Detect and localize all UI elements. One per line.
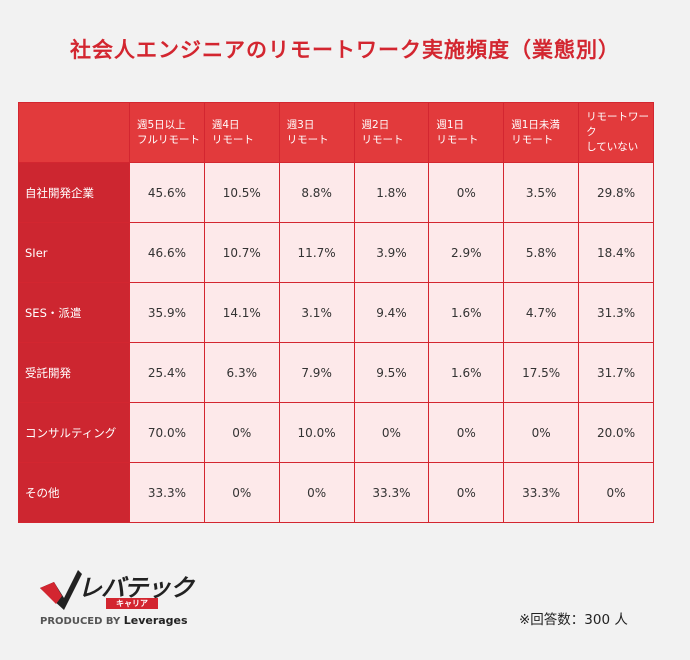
table-cell: 33.3%: [129, 462, 205, 523]
table-cell: 9.4%: [353, 282, 430, 343]
logo-sub: キャリア: [106, 598, 158, 609]
table-cell: 18.4%: [578, 222, 654, 283]
logo-check-icon: [40, 570, 82, 610]
table-cell: 45.6%: [129, 162, 205, 223]
row-label: その他: [18, 462, 130, 523]
table-cell: 9.5%: [353, 342, 430, 403]
table-cell: 0%: [503, 402, 580, 463]
table-cell: 5.8%: [503, 222, 580, 283]
column-header: 週1日未満 リモート: [503, 102, 580, 163]
remote-work-table: 週5日以上 フルリモート 週4日 リモート 週3日 リモート 週2日 リモート …: [18, 102, 654, 523]
table-cell: 31.7%: [578, 342, 654, 403]
table-row: 受託開発 25.4% 6.3% 7.9% 9.5% 1.6% 17.5% 31.…: [18, 342, 654, 403]
table-cell: 0%: [203, 402, 280, 463]
table-row: コンサルティング 70.0% 0% 10.0% 0% 0% 0% 20.0%: [18, 402, 654, 463]
table-cell: 0%: [353, 402, 430, 463]
row-label: SES・派遣: [18, 282, 130, 343]
respondent-note: ※回答数：300 人: [519, 612, 628, 628]
table-cell: 70.0%: [129, 402, 205, 463]
table-cell: 1.8%: [353, 162, 430, 223]
table-cell: 17.5%: [503, 342, 580, 403]
table-cell: 33.3%: [503, 462, 580, 523]
table-cell: 10.0%: [278, 402, 355, 463]
table-cell: 0%: [428, 162, 505, 223]
column-header: 週4日 リモート: [203, 102, 280, 163]
table-cell: 1.6%: [428, 342, 505, 403]
table-cell: 0%: [428, 462, 505, 523]
table-cell: 2.9%: [428, 222, 505, 283]
column-header: 週1日 リモート: [428, 102, 505, 163]
table-cell: 4.7%: [503, 282, 580, 343]
row-label: SIer: [18, 222, 130, 283]
table-cell: 11.7%: [278, 222, 355, 283]
table-cell: 6.3%: [203, 342, 280, 403]
table-cell: 0%: [578, 462, 654, 523]
row-label: コンサルティング: [18, 402, 130, 463]
levtech-logo: レバテック キャリア PRODUCED BY Leverages: [38, 566, 208, 636]
logo-produced: PRODUCED BY Leverages: [40, 614, 188, 627]
table-cell: 10.5%: [203, 162, 280, 223]
table-cell: 0%: [278, 462, 355, 523]
table-cell: 8.8%: [278, 162, 355, 223]
corner-cell: [18, 102, 130, 163]
table-row: SES・派遣 35.9% 14.1% 3.1% 9.4% 1.6% 4.7% 3…: [18, 282, 654, 343]
header-row: 週5日以上 フルリモート 週4日 リモート 週3日 リモート 週2日 リモート …: [18, 102, 654, 163]
logo-name: レバテック: [78, 574, 194, 602]
column-header: 週2日 リモート: [353, 102, 430, 163]
table-cell: 3.9%: [353, 222, 430, 283]
column-header: リモートワーク していない: [578, 102, 654, 163]
column-header: 週3日 リモート: [278, 102, 355, 163]
table-cell: 20.0%: [578, 402, 654, 463]
table-cell: 7.9%: [278, 342, 355, 403]
table-row: 自社開発企業 45.6% 10.5% 8.8% 1.8% 0% 3.5% 29.…: [18, 162, 654, 223]
page-title: 社会人エンジニアのリモートワーク実施頻度（業態別）: [70, 38, 620, 62]
table-cell: 3.1%: [278, 282, 355, 343]
table-cell: 46.6%: [129, 222, 205, 283]
table-cell: 3.5%: [503, 162, 580, 223]
row-label: 自社開発企業: [18, 162, 130, 223]
table-cell: 0%: [203, 462, 280, 523]
table-cell: 29.8%: [578, 162, 654, 223]
table-row: その他 33.3% 0% 0% 33.3% 0% 33.3% 0%: [18, 462, 654, 523]
table-cell: 14.1%: [203, 282, 280, 343]
table-cell: 0%: [428, 402, 505, 463]
table-cell: 1.6%: [428, 282, 505, 343]
table-row: SIer 46.6% 10.7% 11.7% 3.9% 2.9% 5.8% 18…: [18, 222, 654, 283]
produced-brand: Leverages: [123, 614, 188, 627]
table-cell: 33.3%: [353, 462, 430, 523]
produced-prefix: PRODUCED BY: [40, 616, 121, 627]
table-cell: 10.7%: [203, 222, 280, 283]
table-cell: 35.9%: [129, 282, 205, 343]
column-header: 週5日以上 フルリモート: [129, 102, 205, 163]
row-label: 受託開発: [18, 342, 130, 403]
table-cell: 31.3%: [578, 282, 654, 343]
table-cell: 25.4%: [129, 342, 205, 403]
